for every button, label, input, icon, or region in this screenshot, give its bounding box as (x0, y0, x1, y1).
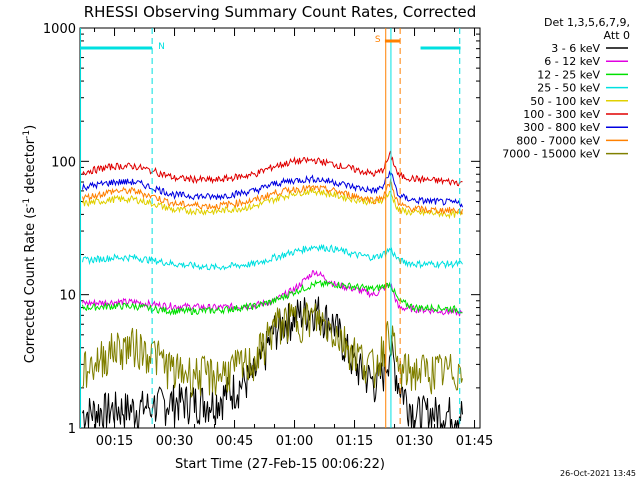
legend-label: 100 - 300 keV (523, 108, 600, 121)
plot-area: 1 10 100 1000 00:15 00:30 00:45 01:00 01:15 01:30… (43, 22, 493, 449)
x-tick-label: 00:45 (216, 434, 253, 449)
series-12-25-kev (82, 279, 463, 316)
flag-label: S (375, 35, 381, 45)
timestamp: 26-Oct-2021 13:45 (560, 469, 636, 478)
x-tick-label: 01:45 (456, 434, 493, 449)
series-300-800-kev (82, 170, 463, 208)
series-3-6-kev (82, 296, 463, 429)
legend-label: 300 - 800 keV (523, 121, 600, 134)
y-tick-label: 100 (51, 155, 76, 170)
series-800-7000-kev (82, 178, 463, 216)
legend-header: Det 1,3,5,6,7,9, (544, 16, 630, 29)
y-axis-label: Corrected Count Rate (s-1 detector-1) (22, 125, 38, 363)
legend-label: 7000 - 15000 keV (502, 148, 600, 161)
legend-label: 50 - 100 keV (530, 95, 600, 108)
y-tick-label: 1 (68, 422, 76, 437)
x-axis-label: Start Time (27-Feb-15 00:06:22) (175, 457, 385, 472)
x-tick-label: 01:30 (396, 434, 433, 449)
x-tick-label: 01:00 (276, 434, 313, 449)
legend-label: 800 - 7000 keV (516, 134, 600, 147)
legend-header: Att 0 (604, 29, 630, 42)
flag-label: N (158, 42, 165, 52)
series-50-100-kev (82, 186, 463, 220)
series-25-50-kev (82, 243, 463, 271)
plot-frame (79, 27, 481, 429)
x-tick-label: 00:15 (96, 434, 133, 449)
legend-label: 6 - 12 keV (544, 55, 600, 68)
legend-label: 3 - 6 keV (551, 42, 600, 55)
series-6-12-kev (82, 270, 463, 317)
chart-title: RHESSI Observing Summary Count Rates, Co… (84, 3, 477, 21)
y-tick-label: 10 (59, 289, 76, 304)
series-7000-15000-kev (82, 302, 463, 398)
x-tick-label: 01:15 (336, 434, 373, 449)
x-tick-label: 00:30 (156, 434, 193, 449)
y-tick-label: 1000 (43, 22, 76, 37)
legend-label: 12 - 25 keV (537, 68, 600, 81)
series-100-300-kev (82, 150, 463, 187)
legend-label: 25 - 50 keV (537, 82, 600, 95)
